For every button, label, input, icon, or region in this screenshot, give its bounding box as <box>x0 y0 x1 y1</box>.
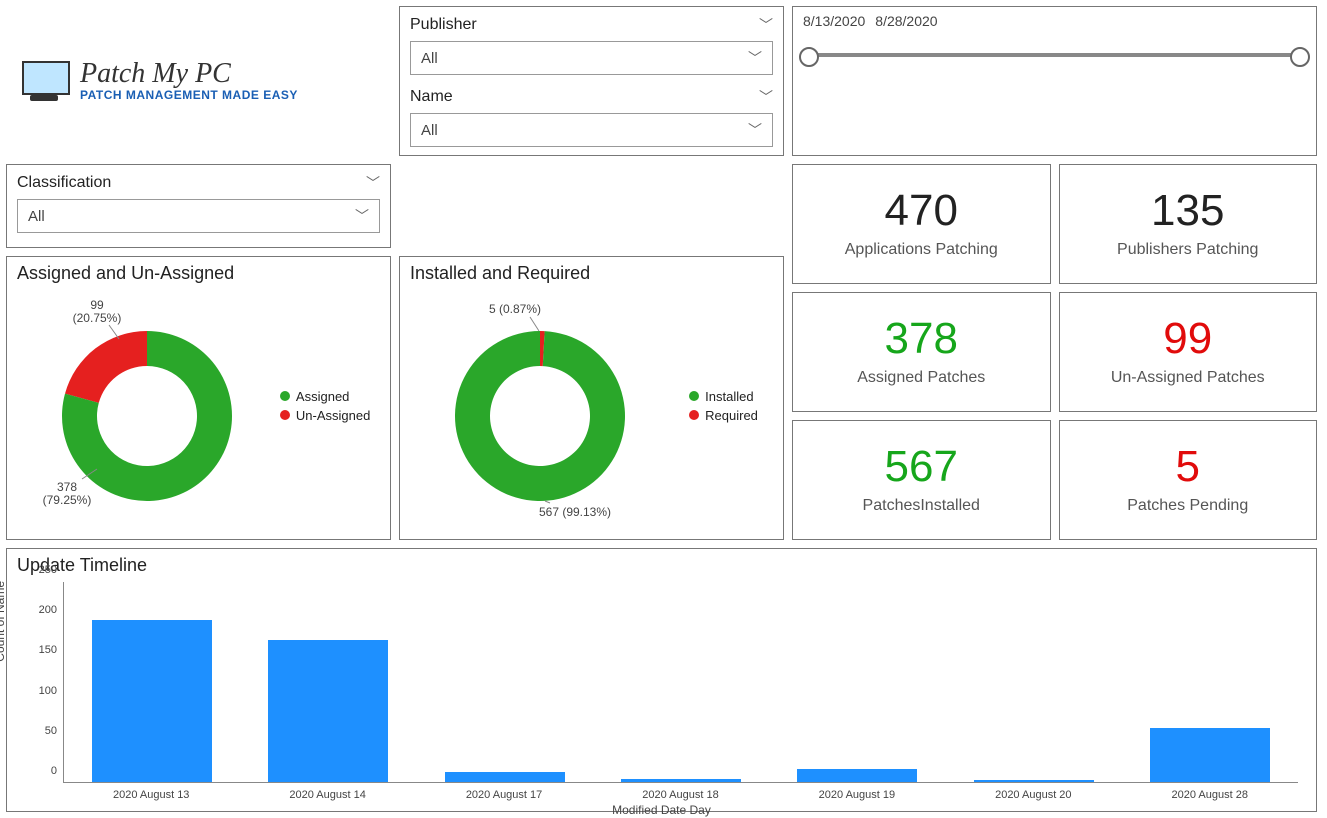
chevron-down-icon: ﹀ <box>748 48 762 68</box>
bar-plot[interactable] <box>63 582 1298 783</box>
chevron-down-icon[interactable]: ﹀ <box>759 15 773 35</box>
publisher-name-filter-group: Publisher ﹀ All ﹀ Name ﹀ All ﹀ <box>399 6 784 156</box>
name-select[interactable]: All ﹀ <box>410 113 773 147</box>
kpi-applications-patching[interactable]: 470 Applications Patching <box>792 164 1051 284</box>
donut-installed-card: Installed and Required 5 (0.87%) 567 (99.… <box>399 256 784 541</box>
svg-text:5 (0.87%): 5 (0.87%) <box>489 302 541 316</box>
y-axis-label: Count of Name <box>0 580 7 661</box>
bar[interactable] <box>797 582 917 782</box>
name-filter-label: Name ﹀ <box>410 87 773 107</box>
classification-filter-label: Classification ﹀ <box>17 173 380 193</box>
classification-select[interactable]: All ﹀ <box>17 199 380 233</box>
brand-logo: Patch My PC PATCH MANAGEMENT MADE EASY <box>6 6 391 156</box>
publisher-select[interactable]: All ﹀ <box>410 41 773 75</box>
svg-text:567 (99.13%): 567 (99.13%) <box>539 505 611 519</box>
chevron-down-icon: ﹀ <box>355 206 369 226</box>
x-tick-label: 2020 August 17 <box>466 789 542 801</box>
x-axis-title: Modified Date Day <box>7 803 1316 817</box>
x-tick-label: 2020 August 20 <box>995 789 1071 801</box>
classification-select-value: All <box>28 208 45 225</box>
date-slider[interactable] <box>809 53 1300 63</box>
slider-handle-start[interactable] <box>799 47 819 67</box>
donut-assigned-legend: Assigned Un-Assigned <box>280 385 370 427</box>
bar[interactable] <box>621 582 741 782</box>
date-start[interactable]: 8/13/2020 <box>803 13 865 29</box>
kpi-patches-pending[interactable]: 5 Patches Pending <box>1059 420 1318 540</box>
name-select-value: All <box>421 122 438 139</box>
donut-assigned-title: Assigned and Un-Assigned <box>7 257 390 284</box>
x-axis-labels: 2020 August 13 2020 August 14 2020 August … <box>63 789 1298 801</box>
kpi-patches-installed[interactable]: 567 PatchesInstalled <box>792 420 1051 540</box>
classification-filter-card: Classification ﹀ All ﹀ <box>6 164 391 248</box>
bar[interactable] <box>1150 582 1270 782</box>
bar[interactable] <box>92 582 212 782</box>
chevron-down-icon[interactable]: ﹀ <box>759 87 773 107</box>
kpi-assigned-patches[interactable]: 378 Assigned Patches <box>792 292 1051 412</box>
bar[interactable] <box>445 582 565 782</box>
donut-installed-title: Installed and Required <box>400 257 783 284</box>
x-tick-label: 2020 August 19 <box>819 789 895 801</box>
brand-name: Patch My PC <box>80 60 298 88</box>
slider-handle-end[interactable] <box>1290 47 1310 67</box>
kpi-grid: 470 Applications Patching 135 Publishers… <box>792 164 1317 540</box>
y-axis: 050100150200250 <box>17 582 57 783</box>
publisher-select-value: All <box>421 50 438 67</box>
x-tick-label: 2020 August 28 <box>1172 789 1248 801</box>
chevron-down-icon: ﹀ <box>748 120 762 140</box>
chevron-down-icon[interactable]: ﹀ <box>366 173 380 193</box>
legend-swatch <box>689 391 699 401</box>
monitor-icon <box>16 57 72 105</box>
update-timeline-title: Update Timeline <box>7 549 1316 576</box>
date-range-card: 8/13/2020 8/28/2020 <box>792 6 1317 156</box>
bar[interactable] <box>974 582 1094 782</box>
x-tick-label: 2020 August 14 <box>289 789 365 801</box>
legend-swatch <box>689 410 699 420</box>
donut-installed-legend: Installed Required <box>689 385 758 427</box>
brand-tagline: PATCH MANAGEMENT MADE EASY <box>80 88 298 102</box>
svg-text:378(79.25%): 378(79.25%) <box>42 480 91 507</box>
x-tick-label: 2020 August 13 <box>113 789 189 801</box>
donut-assigned-card: Assigned and Un-Assigned 99(20.75%) 378(7… <box>6 256 391 541</box>
svg-text:99(20.75%): 99(20.75%) <box>72 298 121 325</box>
legend-swatch <box>280 391 290 401</box>
donut-installed-chart[interactable]: 5 (0.87%) 567 (99.13%) <box>425 291 655 521</box>
donut-assigned-chart[interactable]: 99(20.75%) 378(79.25%) <box>27 291 257 521</box>
kpi-unassigned-patches[interactable]: 99 Un-Assigned Patches <box>1059 292 1318 412</box>
publisher-filter-label: Publisher ﹀ <box>410 15 773 35</box>
bar[interactable] <box>268 582 388 782</box>
kpi-publishers-patching[interactable]: 135 Publishers Patching <box>1059 164 1318 284</box>
update-timeline-card: Update Timeline Count of Name 0501001502… <box>6 548 1317 812</box>
x-tick-label: 2020 August 18 <box>642 789 718 801</box>
date-end[interactable]: 8/28/2020 <box>875 13 937 29</box>
legend-swatch <box>280 410 290 420</box>
